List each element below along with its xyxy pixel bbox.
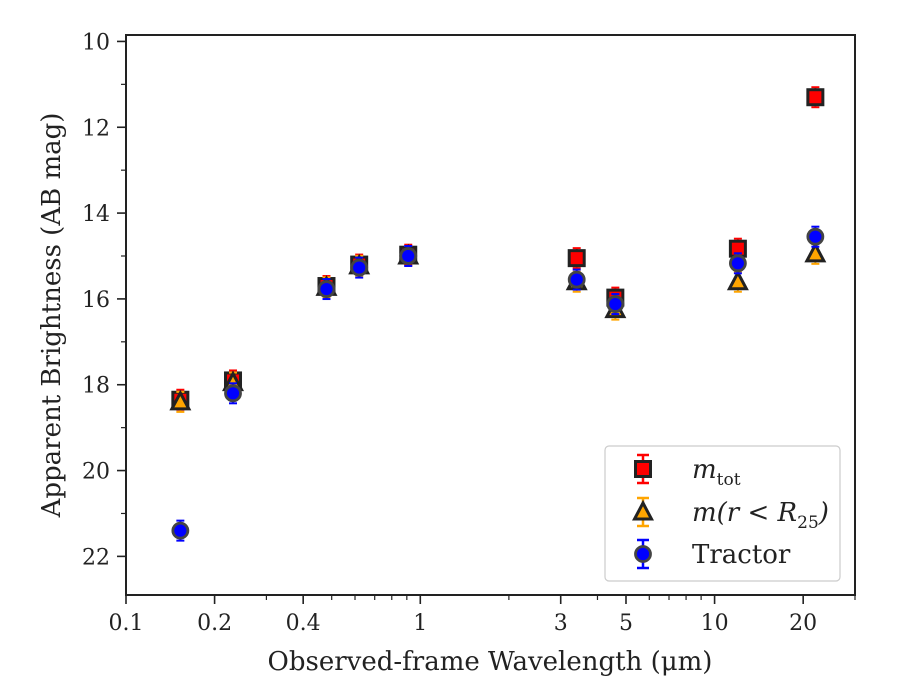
legend: mtot m(r < R25) Tractor bbox=[604, 445, 841, 582]
point-2-4 bbox=[399, 247, 418, 265]
point-2-5 bbox=[567, 270, 586, 289]
x-tick-label-4: 3 bbox=[554, 611, 568, 636]
legend-label-mr25-close: ) bbox=[818, 498, 829, 528]
point-1-8 bbox=[804, 241, 827, 263]
legend-markers bbox=[632, 453, 654, 570]
legend-marker-1 bbox=[632, 496, 654, 528]
point-0-8 bbox=[806, 88, 825, 107]
y-tick-label-1: 12 bbox=[82, 116, 110, 141]
legend-label-mr25: m(r < R25) bbox=[692, 498, 829, 533]
x-tick-label-3: 1 bbox=[413, 611, 427, 636]
legend-box bbox=[604, 445, 841, 582]
point-2-2 bbox=[317, 280, 336, 298]
legend-marker-2 bbox=[634, 538, 652, 570]
point-2-3 bbox=[350, 258, 369, 277]
y-axis-label: Apparent Brightness (AB mag) bbox=[37, 113, 67, 519]
point-2-8 bbox=[806, 227, 825, 246]
x-axis-label: Observed-frame Wavelength (μm) bbox=[268, 647, 713, 677]
x-axis: 0.1 0.2 0.4 1 3 5 10 20 bbox=[109, 595, 856, 636]
x-tick-label-1: 0.2 bbox=[197, 611, 232, 636]
y-tick-label-5: 20 bbox=[82, 460, 110, 485]
legend-label-mtot-main: m bbox=[692, 455, 717, 485]
legend-label-mr25-sub: 25 bbox=[797, 513, 819, 533]
legend-label-mtot-sub: tot bbox=[717, 470, 741, 490]
x-tick-label-0: 0.1 bbox=[109, 611, 144, 636]
y-tick-label-0: 10 bbox=[82, 30, 110, 55]
point-1-0 bbox=[169, 389, 192, 411]
legend-label-mtot: mtot bbox=[692, 455, 741, 490]
point-0-5 bbox=[567, 249, 586, 268]
y-tick-label-6: 22 bbox=[82, 545, 110, 570]
series-2 bbox=[171, 225, 825, 542]
point-2-7 bbox=[728, 254, 747, 273]
x-tick-label-6: 10 bbox=[701, 611, 729, 636]
x-tick-label-2: 0.4 bbox=[286, 611, 321, 636]
legend-label-mr25-main: m(r < R bbox=[692, 498, 797, 528]
legend-symbol-0 bbox=[634, 460, 652, 478]
plot-frame bbox=[125, 34, 856, 596]
legend-symbol-1 bbox=[632, 499, 654, 521]
point-2-0 bbox=[171, 521, 190, 540]
x-tick-label-5: 5 bbox=[619, 611, 633, 636]
x-tick-label-7: 20 bbox=[789, 611, 817, 636]
y-tick-label-2: 14 bbox=[82, 202, 110, 227]
point-2-1 bbox=[224, 384, 242, 403]
series-1 bbox=[169, 241, 827, 413]
y-tick-label-3: 16 bbox=[82, 288, 110, 313]
series-0 bbox=[171, 86, 825, 411]
y-axis: 10 12 14 16 18 20 22 bbox=[82, 30, 126, 570]
legend-label-tractor: Tractor bbox=[692, 540, 791, 570]
points-layer bbox=[169, 86, 827, 542]
y-tick-label-4: 18 bbox=[82, 374, 110, 399]
legend-symbol-2 bbox=[634, 545, 652, 563]
legend-marker-0 bbox=[634, 453, 652, 485]
point-2-6 bbox=[606, 295, 625, 313]
point-1-7 bbox=[726, 269, 749, 291]
